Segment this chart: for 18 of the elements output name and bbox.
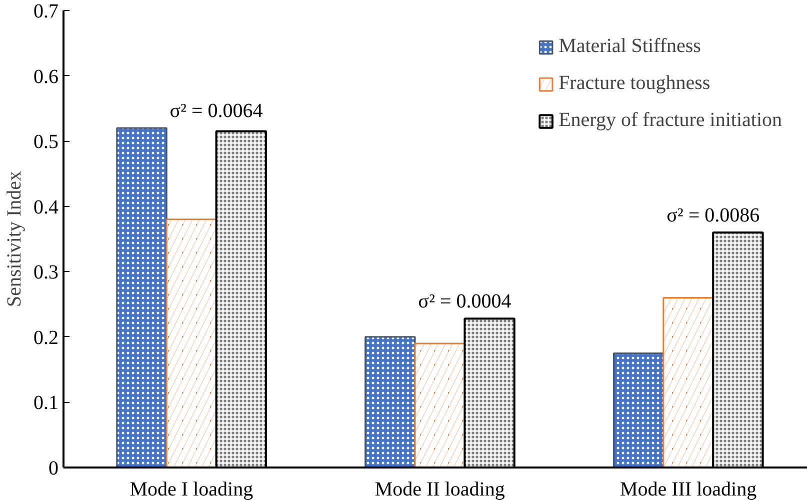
- annotation: σ² = 0.0004: [418, 290, 512, 313]
- legend-label: Fracture toughness: [558, 72, 710, 95]
- legend-label: Material Stiffness: [558, 35, 701, 58]
- y-axis-title: Sensitivity Index: [4, 170, 26, 308]
- y-tick-label: 0.2: [34, 326, 58, 349]
- x-tick-label: Mode I loading: [130, 478, 254, 500]
- y-tick-label: 0.7: [34, 0, 58, 22]
- x-tick-label: Mode II loading: [374, 478, 505, 500]
- y-tick-label: 0.1: [34, 392, 58, 414]
- y-tick-label: 0.5: [34, 131, 58, 154]
- y-tick-label: 0.3: [34, 262, 58, 284]
- y-tick-label: 0.4: [34, 196, 58, 218]
- legend-label: Energy of fracture initiation: [558, 109, 782, 132]
- y-tick-label: 0: [48, 458, 58, 480]
- annotation: σ² = 0.0086: [666, 204, 760, 226]
- y-tick-label: 0.6: [34, 66, 58, 88]
- x-tick-label: Mode III loading: [620, 478, 757, 500]
- annotation: σ² = 0.0064: [170, 100, 263, 122]
